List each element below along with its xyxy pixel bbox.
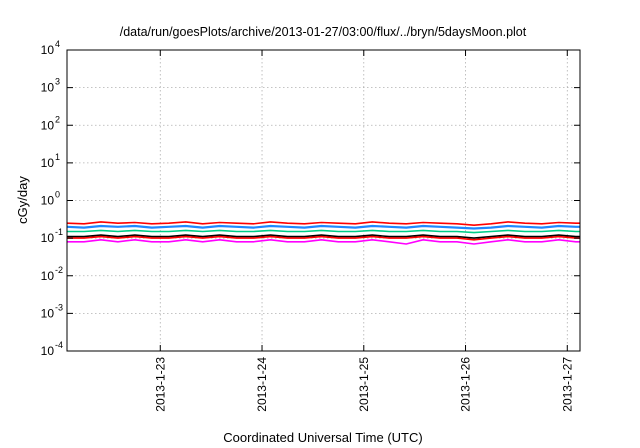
x-tick-label: 2013-1-27 (560, 357, 574, 412)
y-tick-label: 10-3 (41, 302, 63, 320)
y-tick-exponent: 1 (55, 152, 60, 162)
x-tick-label: 2013-1-25 (357, 357, 371, 412)
y-tick-exponent: -3 (55, 302, 63, 312)
series-line-5 (66, 221, 580, 226)
chart-title: /data/run/goesPlots/archive/2013-01-27/0… (120, 25, 527, 39)
y-axis-label: cGy/day (15, 176, 30, 224)
y-tick-label: 100 (41, 190, 60, 208)
ticks: 10-410-310-210-11001011021031042013-1-23… (41, 39, 580, 412)
grid (67, 50, 580, 351)
series-line-3 (67, 235, 580, 241)
x-tick-label: 2013-1-24 (255, 357, 269, 412)
y-tick-label: 10-2 (41, 265, 63, 283)
series-line-4 (67, 229, 580, 234)
x-tick-label: 2013-1-23 (153, 357, 167, 412)
series-line-2 (67, 234, 580, 239)
y-tick-label: 102 (41, 114, 60, 132)
y-tick-label: 104 (41, 39, 60, 57)
y-tick-label: 103 (41, 77, 60, 95)
series-line-6 (66, 224, 580, 230)
x-axis-label: Coordinated Universal Time (UTC) (223, 430, 422, 445)
y-tick-exponent: 3 (55, 77, 60, 87)
series-line-1 (67, 239, 580, 245)
y-tick-exponent: 0 (55, 190, 60, 200)
y-tick-label: 101 (41, 152, 60, 170)
y-tick-label: 10-4 (41, 340, 63, 358)
y-tick-exponent: -4 (55, 340, 63, 350)
y-tick-exponent: -1 (55, 227, 63, 237)
y-tick-exponent: 2 (55, 114, 60, 124)
x-tick-label: 2013-1-26 (459, 357, 473, 412)
y-tick-exponent: -2 (55, 265, 63, 275)
y-tick-exponent: 4 (55, 39, 60, 49)
y-tick-label: 10-1 (41, 227, 63, 245)
series-group (66, 221, 580, 245)
